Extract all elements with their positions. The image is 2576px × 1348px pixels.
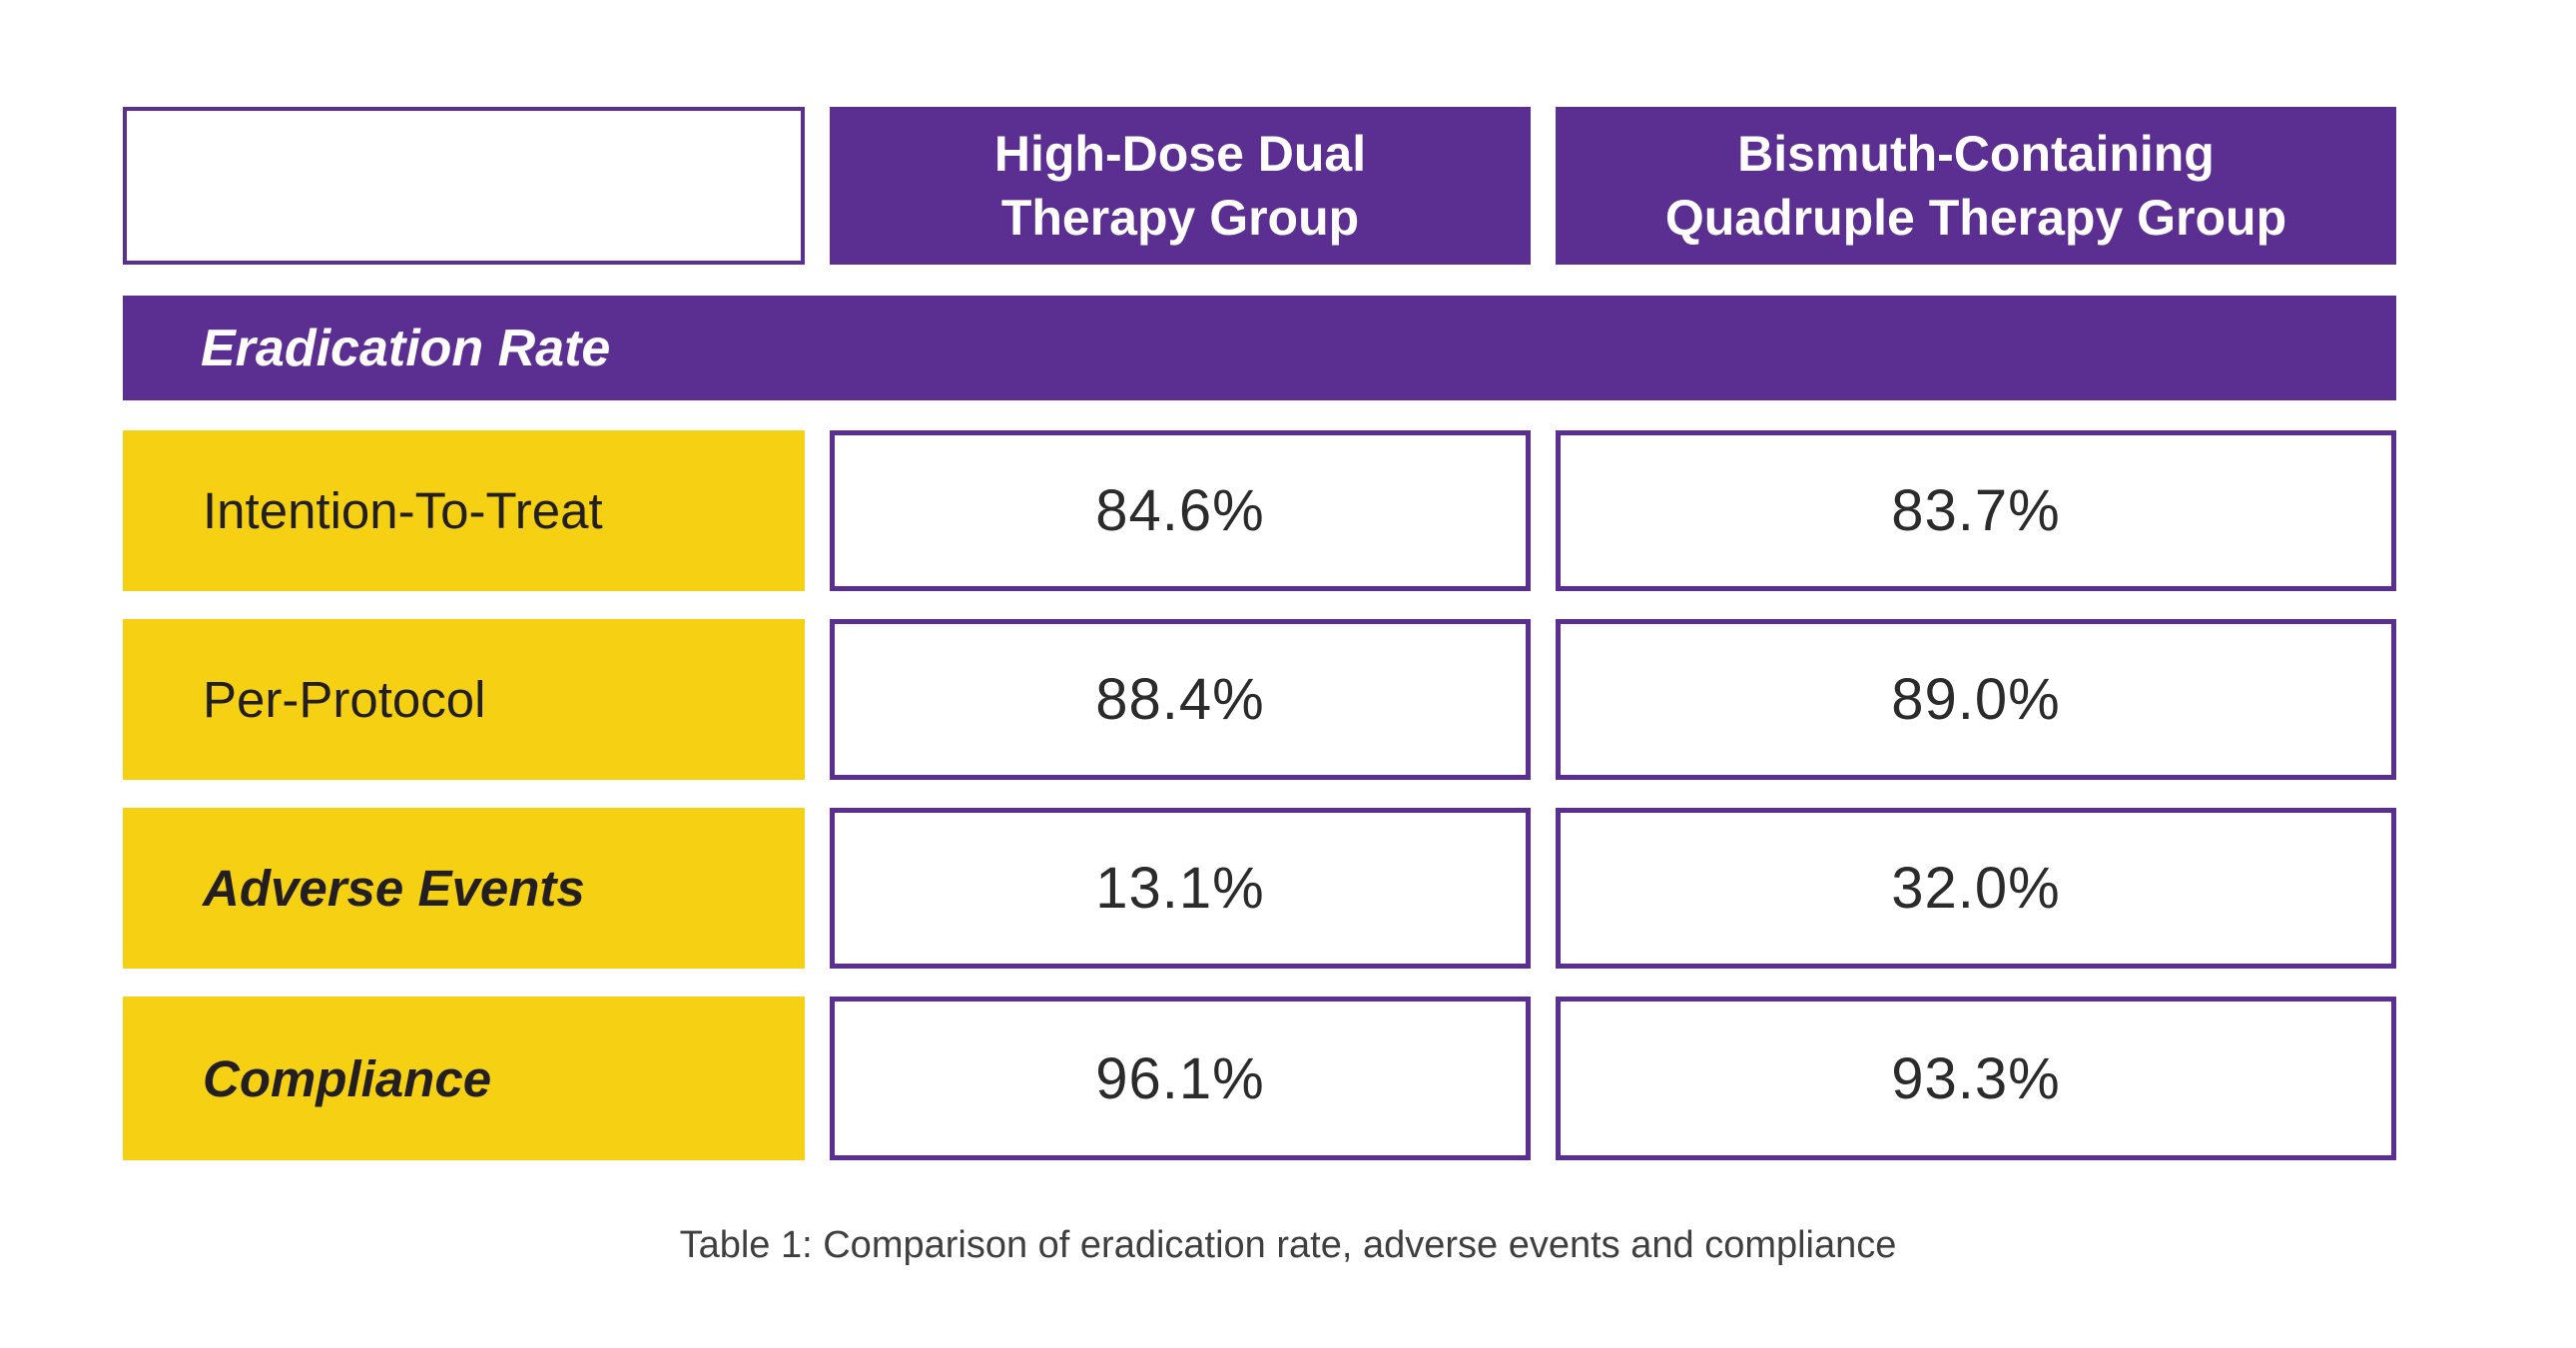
value-text: 13.1% [1095,856,1265,921]
value-cell: 93.3% [1556,997,2396,1160]
column-header-line: Bismuth-Containing [1737,126,2215,182]
column-header-line: Quadruple Therapy Group [1664,190,2287,246]
section-header-eradication-rate: Eradication Rate [123,296,2396,400]
value-text: 93.3% [1891,1045,2061,1111]
value-cell: 89.0% [1556,619,2396,780]
table-caption: Table 1: Comparison of eradication rate,… [679,1224,1897,1266]
value-cell: 13.1% [830,808,1531,969]
value-text: 88.4% [1095,667,1265,732]
row-label-compliance: Compliance [123,997,805,1160]
row-label-adverse-events: Adverse Events [123,808,805,969]
value-text: 89.0% [1891,667,2061,732]
column-header-line: High-Dose Dual [993,126,1367,182]
row-label-text: Intention-To-Treat [203,482,603,539]
value-cell: 32.0% [1556,808,2396,969]
value-text: 83.7% [1891,478,2061,543]
value-cell: 84.6% [830,430,1531,591]
value-cell: 83.7% [1556,430,2396,591]
column-header-high-dose: High-Dose Dual Therapy Group [830,107,1531,265]
row-label-text: Per-Protocol [203,671,486,728]
value-text: 32.0% [1891,856,2061,921]
row-label-text: Compliance [203,1049,492,1107]
value-text: 96.1% [1095,1045,1265,1111]
value-cell: 96.1% [830,997,1531,1160]
value-text: 84.6% [1095,478,1265,543]
row-label-intention-to-treat: Intention-To-Treat [123,430,805,591]
section-header-label: Eradication Rate [201,319,611,377]
row-label-per-protocol: Per-Protocol [123,619,805,780]
column-header-line: Therapy Group [1000,190,1360,246]
row-label-text: Adverse Events [203,860,585,917]
column-header-bismuth: Bismuth-Containing Quadruple Therapy Gro… [1556,107,2396,265]
header-empty-cell [123,107,805,265]
value-cell: 88.4% [830,619,1531,780]
